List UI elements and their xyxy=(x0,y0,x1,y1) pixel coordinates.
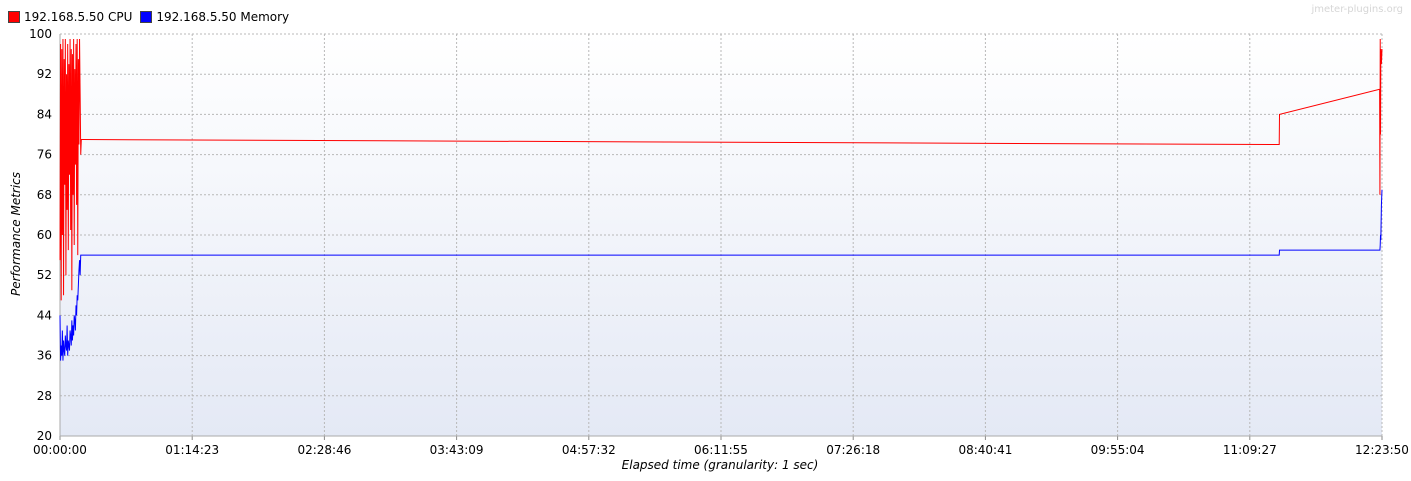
x-tick-label: 01:14:23 xyxy=(165,443,219,457)
y-tick-label: 92 xyxy=(37,67,52,81)
x-tick-label: 07:26:18 xyxy=(826,443,880,457)
legend: 192.168.5.50 CPU 192.168.5.50 Memory xyxy=(8,9,297,25)
y-tick-label: 68 xyxy=(37,188,52,202)
y-tick-label: 28 xyxy=(37,389,52,403)
x-tick-label: 00:00:00 xyxy=(33,443,87,457)
y-tick-label: 60 xyxy=(37,228,52,242)
series-line-cpu xyxy=(59,39,1383,301)
legend-label-cpu: 192.168.5.50 CPU xyxy=(24,10,133,24)
watermark: jmeter-plugins.org xyxy=(1311,4,1403,15)
y-tick-label: 76 xyxy=(37,148,52,162)
grid xyxy=(60,33,1383,436)
x-tick-label: 08:40:41 xyxy=(958,443,1012,457)
x-tick-labels: 00:00:00 01:14:23 02:28:46 03:43:09 04:57:32… xyxy=(33,443,1409,457)
y-tick-label: 20 xyxy=(37,429,52,443)
legend-item-cpu: 192.168.5.50 CPU xyxy=(8,10,132,24)
y-tick-label: 84 xyxy=(37,107,52,121)
y-tick-label: 52 xyxy=(37,268,52,282)
y-tick-labels: 20 28 36 44 52 60 68 76 84 92 100 xyxy=(29,27,52,443)
series-line-memory xyxy=(59,189,1383,361)
x-tick-label: 09:55:04 xyxy=(1091,443,1145,457)
y-axis-label: Performance Metrics xyxy=(9,171,23,297)
x-tick-label: 04:57:32 xyxy=(562,443,616,457)
legend-label-memory: 192.168.5.50 Memory xyxy=(156,10,290,24)
legend-swatch-cpu xyxy=(8,11,20,23)
legend-item-memory: 192.168.5.50 Memory xyxy=(140,10,289,24)
x-axis-label: Elapsed time (granularity: 1 sec) xyxy=(621,458,819,472)
y-tick-label: 44 xyxy=(37,308,52,322)
legend-swatch-memory xyxy=(140,11,153,23)
y-tick-label: 100 xyxy=(29,27,52,41)
x-tick-label: 02:28:46 xyxy=(297,443,351,457)
series-lines xyxy=(59,39,1383,361)
x-tick-label: 11:09:27 xyxy=(1223,443,1277,457)
x-tick-label: 06:11:55 xyxy=(694,443,748,457)
y-tick-label: 36 xyxy=(37,349,52,363)
x-tick-label: 12:23:50 xyxy=(1355,443,1409,457)
x-tick-label: 03:43:09 xyxy=(430,443,484,457)
